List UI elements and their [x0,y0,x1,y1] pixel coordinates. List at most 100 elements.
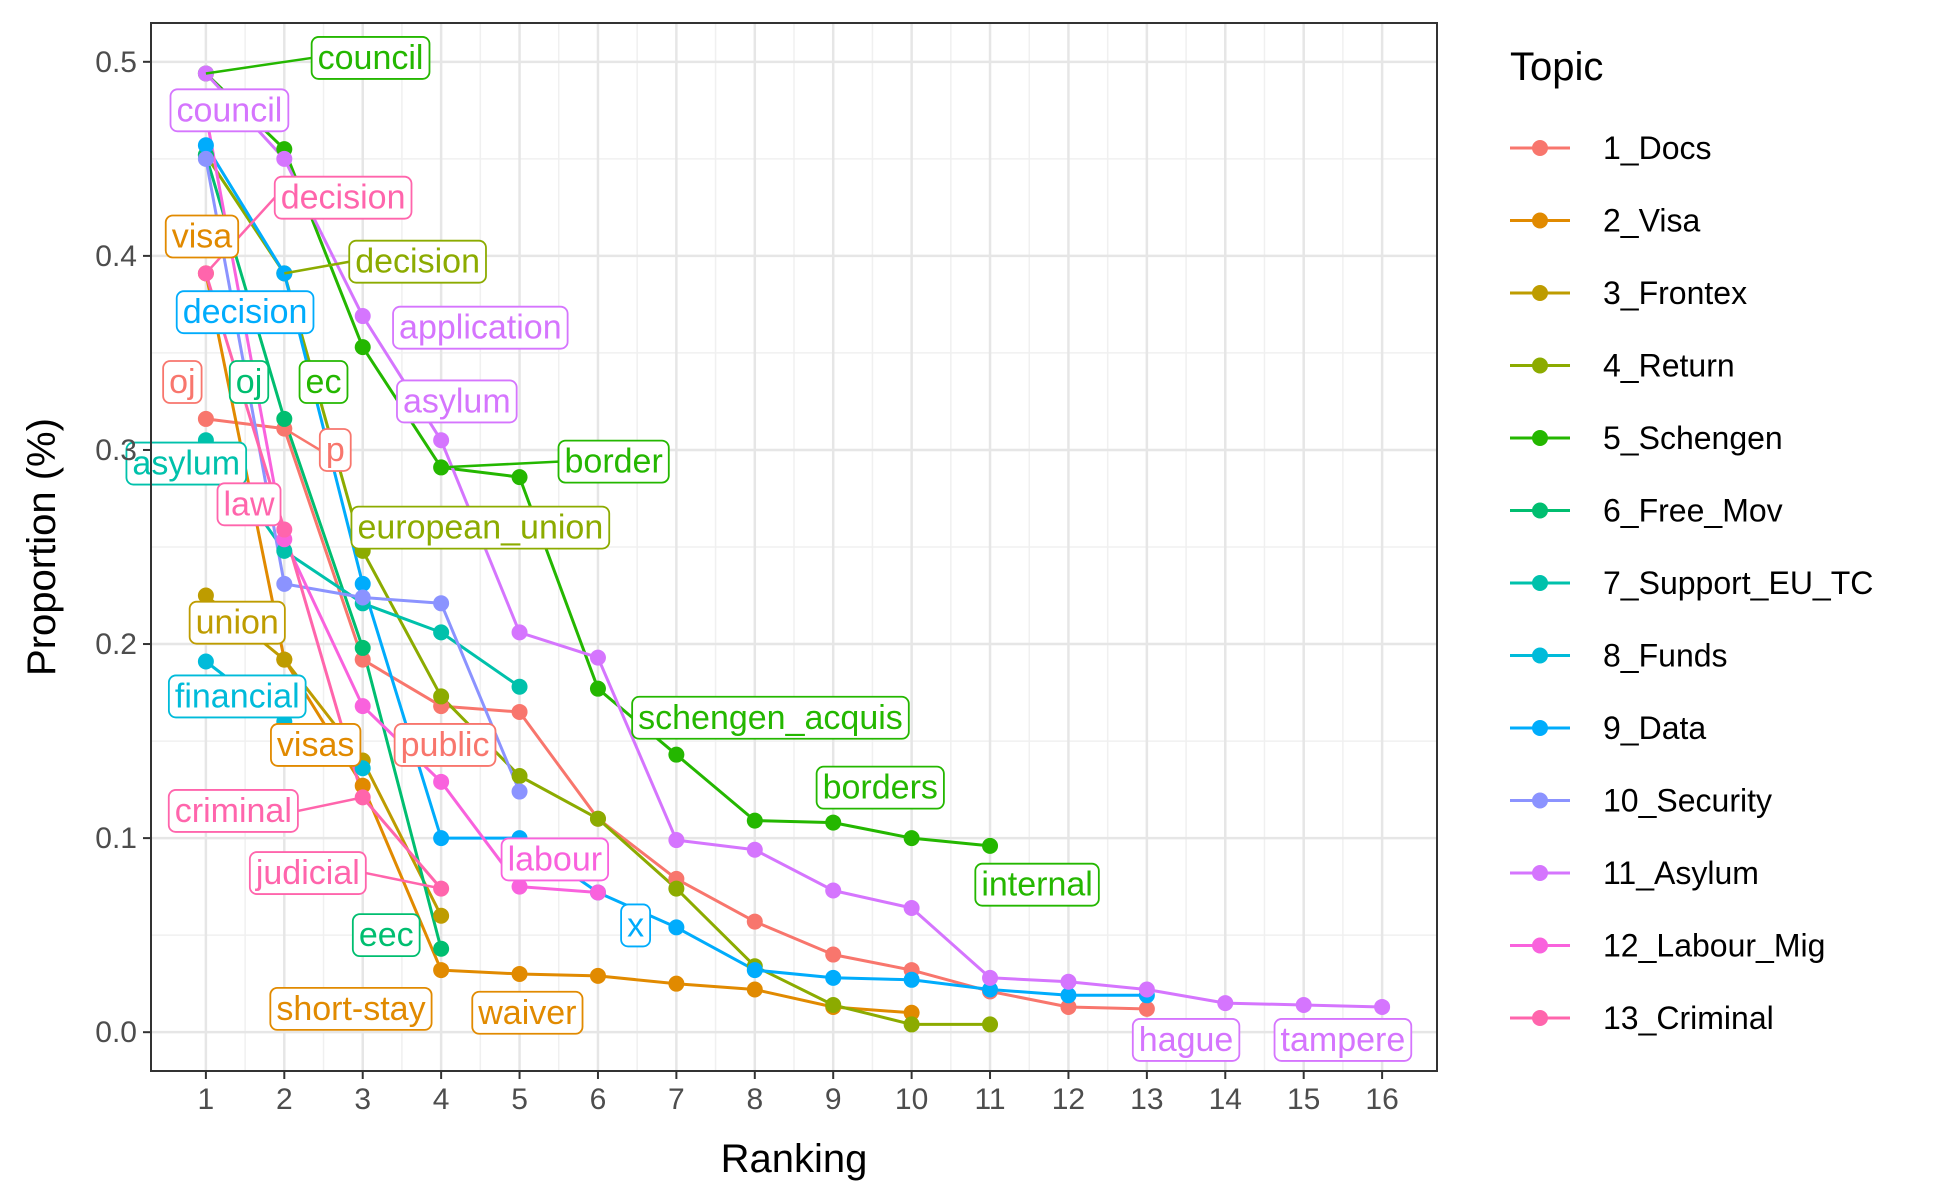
y-tick-label: 0.5 [95,46,137,79]
annotation-label: public [393,723,497,767]
annotation-box [557,439,670,484]
data-point-8_Funds [197,653,214,670]
legend-label: 11_Asylum [1603,855,1759,891]
data-point-7_Support_EU_TC [276,542,293,559]
data-point-11_Asylum [982,969,999,986]
annotation-box [164,214,240,259]
data-point-6_Free_Mov [354,639,371,656]
annotation-label: oj [228,360,270,404]
annotation-label: labour [500,837,609,882]
annotation-label: decision [175,290,315,335]
annotation-label: judicial [248,851,367,895]
legend-label: 2_Visa [1603,203,1700,239]
x-tick-label: 13 [1130,1083,1163,1116]
annotation-label: council [310,36,431,80]
series-line-6_Free_Mov [204,154,443,950]
x-tick-label: 3 [354,1083,371,1116]
legend: Topic 1_Docs 2_Visa 3_Frontex 4_Return 5_Sche… [1510,45,1873,1036]
data-point-11_Asylum [903,899,920,916]
annotation-label: p [318,428,352,472]
data-point-2_Visa [589,967,606,984]
legend-key-point [1532,430,1548,446]
legend-key-point [1532,502,1548,519]
data-point-9_Data [825,969,842,986]
legend-item-3_Frontex: 3_Frontex [1510,275,1747,311]
data-point-9_Data [982,981,999,998]
annotation-label: short-stay [269,986,433,1031]
data-point-5_Schengen [903,830,920,847]
annotation-label: internal [974,862,1100,907]
x-tick-label: 12 [1052,1083,1085,1116]
x-tick-label: 4 [433,1083,450,1116]
legend-label: 12_Labour_Mig [1603,928,1825,964]
data-point-4_Return [982,1016,999,1033]
annotation-box [620,903,652,948]
data-point-13_Criminal [276,521,293,538]
legend-label: 9_Data [1603,710,1706,746]
annotation-box [1273,1018,1413,1062]
data-point-9_Data [1060,987,1077,1004]
data-point-3_Frontex [433,907,450,924]
data-point-9_Data [354,575,371,592]
annotation-box [393,723,497,767]
annotation-box [974,862,1100,907]
annotation-leader [205,56,312,75]
x-axis: 1 2 3 4 5 6 7 8 9 10 11 12 13 14 15 16 [198,1071,1399,1116]
annotation-text: public [401,726,490,764]
data-point-11_Asylum [1295,997,1312,1014]
legend-item-4_Return: 4_Return [1510,348,1735,384]
annotation-text: decision [281,179,406,217]
annotation-text: border [565,443,663,481]
annotation-label: decision [273,175,413,220]
annotation-text: x [627,906,644,944]
data-point-4_Return [825,997,842,1014]
data-point-2_Visa [746,981,763,998]
annotation-label: financial [167,674,307,719]
annotation-text: eec [359,916,414,954]
data-point-12_Labour_Mig [511,878,528,895]
annotation-label: visas [270,723,362,767]
annotation-text: oj [169,363,195,401]
data-point-2_Visa [668,975,685,992]
data-point-7_Support_EU_TC [433,624,450,641]
legend-item-10_Security: 10_Security [1510,783,1772,819]
annotation-leader [284,260,350,275]
annotation-box [125,441,248,486]
annotation-text: short-stay [276,990,425,1028]
annotation-text: waiver [477,994,576,1032]
annotation-label: criminal [167,789,299,833]
legend-key-point [1532,357,1548,374]
annotation-box [162,360,203,404]
y-tick-label: 0.2 [95,628,137,661]
data-point-4_Return [433,688,450,705]
legend-item-13_Criminal: 13_Criminal [1510,1000,1774,1036]
legend-label: 13_Criminal [1603,1000,1774,1036]
annotation-box [350,505,611,550]
legend-key-point [1532,792,1548,809]
legend-label: 5_Schengen [1603,420,1783,456]
annotation-labels: council council decision visa decision decisi… [125,36,1413,1062]
x-axis-title: Ranking [721,1137,868,1181]
annotation-box [188,600,286,645]
annotation-text: decision [183,293,308,331]
data-point-12_Labour_Mig [354,698,371,715]
data-point-5_Schengen [982,837,999,854]
annotation-text: visa [172,217,233,255]
annotation-label: border [557,439,670,484]
annotation-label: schengen_acquis [631,695,910,740]
data-point-1_Docs [825,946,842,963]
data-point-9_Data [433,830,450,847]
legend-item-7_Support_EU_TC: 7_Support_EU_TC [1510,565,1873,601]
annotation-text: borders [823,769,938,807]
x-tick-label: 8 [746,1083,763,1116]
x-tick-label: 7 [668,1083,685,1116]
annotation-box [248,851,367,895]
annotation-box [270,723,362,767]
data-point-11_Asylum [825,882,842,899]
annotation-text: visas [277,726,354,764]
annotation-box [169,88,290,133]
data-point-7_Support_EU_TC [511,678,528,695]
annotation-label: asylum [125,441,248,486]
data-point-11_Asylum [668,832,685,849]
annotation-text: criminal [175,792,292,830]
